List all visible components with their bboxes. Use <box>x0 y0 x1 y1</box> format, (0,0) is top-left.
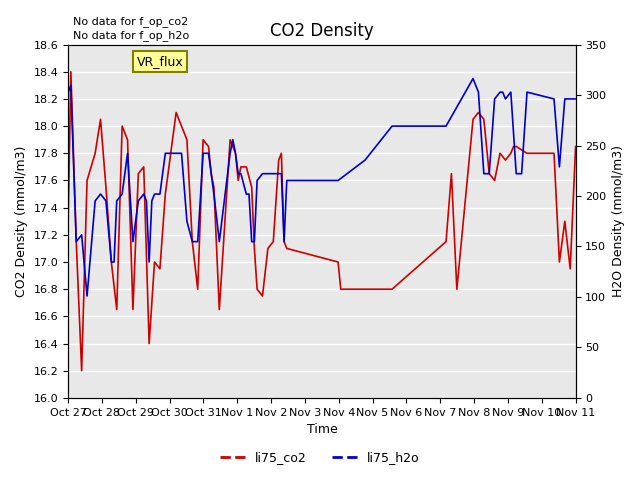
li75_h2o <box>572 96 579 102</box>
li75_co2 <box>67 69 75 74</box>
li75_co2 <box>232 150 239 156</box>
li75_co2 <box>485 171 493 177</box>
Title: CO2 Density: CO2 Density <box>270 22 374 40</box>
li75_h2o <box>83 293 91 299</box>
li75_h2o <box>469 76 477 82</box>
Text: No data for f_op_co2: No data for f_op_co2 <box>73 16 188 27</box>
li75_h2o <box>145 259 153 265</box>
li75_co2 <box>161 191 169 197</box>
li75_h2o <box>248 239 255 244</box>
li75_co2 <box>234 178 242 183</box>
li75_co2 <box>188 239 196 244</box>
Text: No data for f_op_h2o: No data for f_op_h2o <box>73 30 189 41</box>
li75_h2o <box>172 150 180 156</box>
li75_h2o <box>64 89 72 95</box>
Y-axis label: CO2 Density (mmol/m3): CO2 Density (mmol/m3) <box>15 145 28 297</box>
Line: li75_co2: li75_co2 <box>68 72 575 371</box>
li75_h2o <box>210 191 218 197</box>
X-axis label: Time: Time <box>307 423 337 436</box>
li75_co2 <box>572 144 579 149</box>
li75_co2 <box>64 218 72 224</box>
Legend: li75_co2, li75_h2o: li75_co2, li75_h2o <box>215 446 425 469</box>
Line: li75_h2o: li75_h2o <box>68 79 575 296</box>
li75_h2o <box>507 89 515 95</box>
li75_h2o <box>113 198 120 204</box>
li75_co2 <box>102 184 110 190</box>
Text: VR_flux: VR_flux <box>137 55 184 68</box>
li75_co2 <box>78 368 86 373</box>
Y-axis label: H2O Density (mmol/m3): H2O Density (mmol/m3) <box>612 145 625 297</box>
